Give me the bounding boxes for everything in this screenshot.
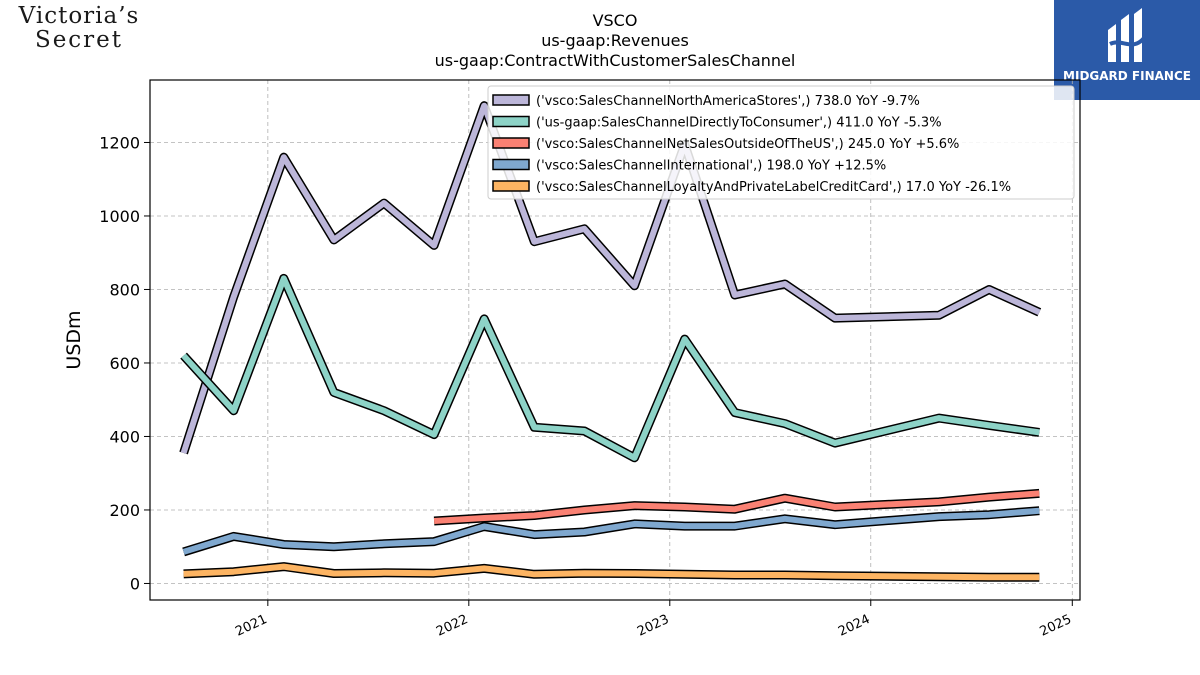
midgard-mark-icon [1108,8,1146,62]
series-line [182,507,1040,555]
y-tick-label: 1000 [99,207,140,226]
legend-swatch [492,180,530,192]
title-line-2: us-gaap:Revenues [541,31,689,50]
legend-box [487,85,1075,200]
y-tick-label: 1200 [99,133,140,152]
title-line-1: VSCO [592,11,638,30]
y-tick-label: 200 [109,501,140,520]
legend-entry: ('vsco:SalesChannelLoyaltyAndPrivateLabe… [536,180,1011,195]
x-tick-label: 2023 [635,612,671,640]
x-tick-label: 2022 [434,612,470,640]
legend: ('vsco:SalesChannelNorthAmericaStores',)… [487,85,1075,200]
legend-swatch [492,158,530,171]
y-tick-label: 600 [109,354,140,373]
legend-swatch [492,137,530,149]
y-tick-label: 0 [130,574,140,593]
logo-line-2: Secret [34,27,124,53]
chart-title: VSCO us-gaap:Revenues us-gaap:ContractWi… [365,11,865,71]
series-line [183,563,1040,581]
legend-swatch [492,94,530,106]
legend-entry: ('vsco:SalesChannelNetSalesOutsideOfTheU… [536,137,959,152]
series-line [433,490,1040,524]
midgard-wordmark: MIDGARD FINANCE [1063,69,1191,83]
midgard-finance-logo: MIDGARD FINANCE [1054,0,1200,100]
plot-frame [149,79,1081,601]
x-tick-label: 2025 [1038,612,1074,640]
series-outline [180,273,1040,463]
legend-entry: ('vsco:SalesChannelInternational',) 198.… [536,159,886,174]
logo-line-1: Victoria’s [18,3,140,29]
series-line [181,275,1040,461]
y-tick-label: 800 [109,280,140,299]
legend-entry: ('vsco:SalesChannelNorthAmericaStores',)… [536,94,920,109]
x-tick-label: 2021 [233,612,269,640]
y-axis-label: USDm [63,310,85,369]
series-line [180,102,1041,454]
legend-swatch [492,115,530,128]
series-lines [179,101,1042,582]
x-tick-label: 2024 [836,612,872,640]
title-line-3: us-gaap:ContractWithCustomerSalesChannel [434,51,796,70]
victorias-secret-logo: Victoria’s Secret [4,4,154,52]
y-tick-label: 400 [109,427,140,446]
legend-entry: ('us-gaap:SalesChannelDirectlyToConsumer… [536,116,942,131]
